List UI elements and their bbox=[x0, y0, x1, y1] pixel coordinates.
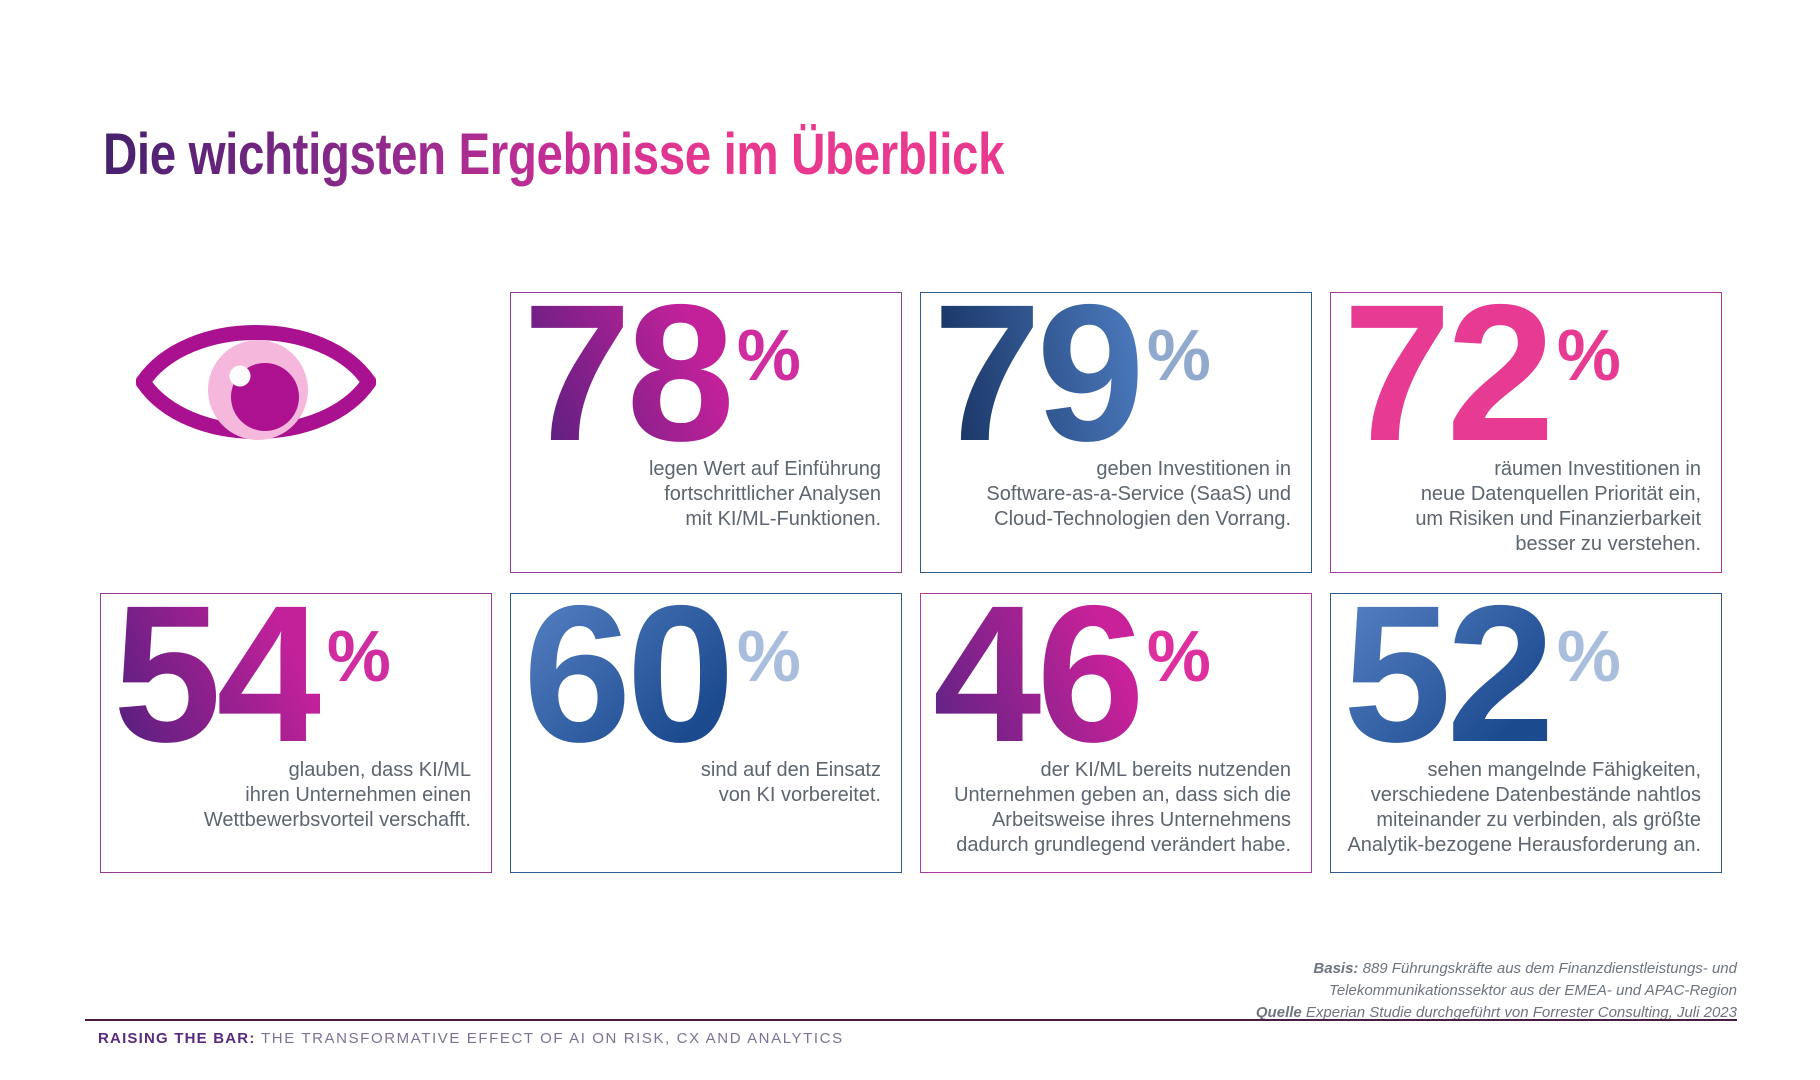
source-quelle-text: Experian Studie durchgeführt von Forrest… bbox=[1301, 1004, 1737, 1021]
stat-value: 52 bbox=[1343, 593, 1555, 783]
source-line-3: Quelle Experian Studie durchgeführt von … bbox=[1256, 1002, 1737, 1024]
stat-value: 54 bbox=[113, 593, 325, 783]
source-line-1: Basis: 889 Führungskräfte aus dem Finanz… bbox=[1256, 958, 1737, 980]
footer-divider bbox=[85, 1019, 1737, 1021]
source-quelle-label: Quelle bbox=[1255, 1004, 1302, 1021]
stat-card-78: 78% legen Wert auf Einführung fortschrit… bbox=[510, 292, 902, 573]
page-title: Die wichtigsten Ergebnisse im Überblick bbox=[103, 121, 1005, 187]
percent-sign: % bbox=[1556, 316, 1621, 396]
eye-icon bbox=[136, 325, 376, 440]
eye-highlight bbox=[229, 365, 251, 387]
source-note: Basis: 889 Führungskräfte aus dem Finanz… bbox=[1256, 958, 1737, 1024]
stat-value: 78 bbox=[523, 292, 735, 482]
report-title-bold: RAISING THE BAR: bbox=[98, 1030, 256, 1047]
stat-number-row: 72% bbox=[1343, 292, 1701, 482]
stat-card-72: 72% räumen Investitionen in neue Datenqu… bbox=[1330, 292, 1722, 573]
percent-sign: % bbox=[326, 617, 391, 697]
stat-number-row: 78% bbox=[523, 292, 881, 482]
stat-card-60: 60% sind auf den Einsatz von KI vorberei… bbox=[510, 593, 902, 873]
report-title-rest: THE TRANSFORMATIVE EFFECT OF AI ON RISK,… bbox=[255, 1030, 844, 1047]
stat-description: geben Investitionen in Software-as-a-Ser… bbox=[986, 458, 1291, 530]
stat-description: legen Wert auf Einführung fortschrittlic… bbox=[648, 458, 881, 530]
stat-description: sehen mangelnde Fähigkeiten, verschieden… bbox=[1347, 759, 1701, 856]
stat-number-row: 54% bbox=[113, 593, 471, 783]
stat-card-52: 52% sehen mangelnde Fähigkeiten, verschi… bbox=[1330, 593, 1722, 873]
stat-number-row: 52% bbox=[1343, 593, 1701, 783]
stat-description: glauben, dass KI/ML ihren Unternehmen ei… bbox=[203, 759, 471, 831]
source-basis-text: 889 Führungskräfte aus dem Finanzdienstl… bbox=[1358, 960, 1737, 977]
stat-value: 79 bbox=[933, 292, 1145, 482]
percent-sign: % bbox=[1556, 617, 1621, 697]
stat-card-79: 79% geben Investitionen in Software-as-a… bbox=[920, 292, 1312, 573]
percent-sign: % bbox=[736, 316, 801, 396]
percent-sign: % bbox=[1146, 316, 1211, 396]
report-footer-title: RAISING THE BAR: THE TRANSFORMATIVE EFFE… bbox=[98, 1030, 844, 1047]
stat-description: sind auf den Einsatz von KI vorbereitet. bbox=[700, 759, 881, 806]
percent-sign: % bbox=[736, 617, 801, 697]
stat-number-row: 46% bbox=[933, 593, 1291, 783]
stat-card-54: 54% glauben, dass KI/ML ihren Unternehme… bbox=[100, 593, 492, 873]
stat-description: der KI/ML bereits nutzenden Unternehmen … bbox=[954, 759, 1291, 856]
stat-value: 72 bbox=[1343, 292, 1555, 482]
stat-value: 60 bbox=[523, 593, 735, 783]
stat-description: räumen Investitionen in neue Datenquelle… bbox=[1415, 458, 1701, 555]
stats-grid: 78% legen Wert auf Einführung fortschrit… bbox=[100, 292, 1722, 873]
eye-cell bbox=[100, 292, 492, 573]
stat-card-46: 46% der KI/ML bereits nutzenden Unterneh… bbox=[920, 593, 1312, 873]
stat-number-row: 79% bbox=[933, 292, 1291, 482]
source-basis-label: Basis: bbox=[1313, 960, 1359, 977]
percent-sign: % bbox=[1146, 617, 1211, 697]
stat-value: 46 bbox=[933, 593, 1145, 783]
stat-number-row: 60% bbox=[523, 593, 881, 783]
source-line-2: Telekommunikationssektor aus der EMEA- u… bbox=[1329, 982, 1737, 999]
